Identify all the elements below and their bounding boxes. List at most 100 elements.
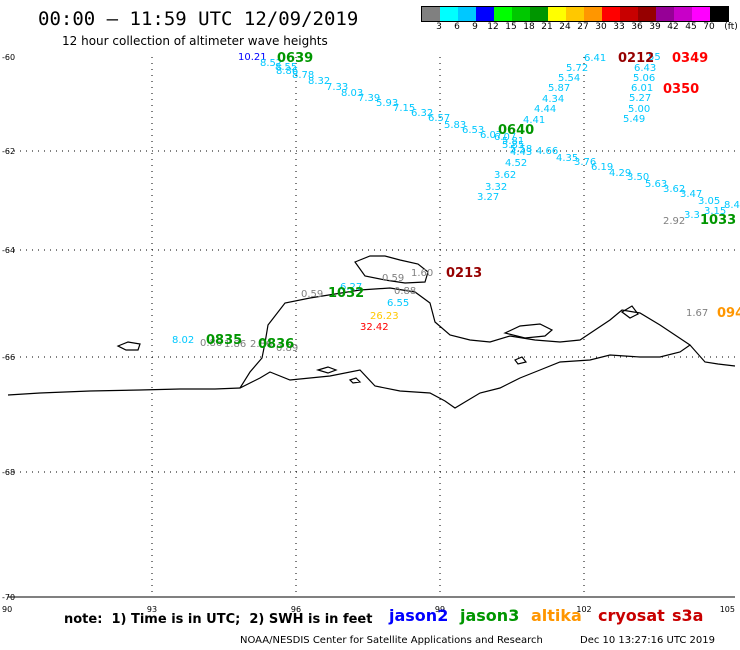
scale-label: 70 (703, 22, 715, 32)
wave-height-label: 6.07 (480, 130, 502, 141)
scale-label: 18 (523, 22, 535, 32)
scale-swatch (548, 7, 566, 21)
scale-swatch (530, 7, 548, 21)
scale-label: 36 (631, 22, 643, 32)
scale-label: 15 (505, 22, 517, 32)
y-tick-label: -62 (2, 147, 15, 156)
scale-swatch (710, 7, 728, 21)
wave-height-label: 0.89 (276, 343, 298, 354)
page-subtitle: 12 hour collection of altimeter wave hei… (62, 34, 328, 48)
scale-label: 12 (487, 22, 499, 32)
scale-label: 9 (472, 22, 478, 32)
y-tick-label: -60 (2, 53, 15, 62)
wave-height-label: 5.81 (502, 136, 524, 147)
wave-height-label: 5.83 (444, 120, 466, 131)
scale-swatch (674, 7, 692, 21)
color-scale-bar (421, 6, 729, 22)
wave-height-label: 3.62 (663, 184, 685, 195)
y-tick-label: -68 (2, 468, 15, 477)
pass-time-labels: 0639 0640 1032 1033 0835 0836 0212 0213 0349 0350… (206, 51, 740, 352)
page-title: 00:00 – 11:59 UTC 12/09/2019 (38, 8, 359, 30)
scale-label: 3 (436, 22, 442, 32)
x-tick-label: 105 (720, 605, 735, 614)
wave-height-label: 3.32 (485, 182, 507, 193)
wave-height-label: 1.67 (686, 308, 708, 319)
scale-label: 6 (454, 22, 460, 32)
pass-time-label: 0212 (618, 51, 654, 66)
wave-height-label: 0.86 (200, 338, 222, 349)
x-tick-label: 96 (291, 605, 301, 614)
wave-height-label: 6.41 (584, 53, 606, 64)
wave-height-label: 8.03 (341, 88, 363, 99)
x-tick-label: 99 (435, 605, 445, 614)
scale-swatch (458, 7, 476, 21)
wave-height-label: 6.53 (462, 125, 484, 136)
legend-s3a: s3a (672, 606, 704, 625)
wave-height-label: 4.35 (556, 153, 578, 164)
y-tick-label: -66 (2, 353, 15, 362)
scale-label: 42 (667, 22, 679, 32)
antarctic-coastline (7, 255, 736, 409)
island-east (503, 323, 554, 339)
wave-height-label: 4.34 (542, 94, 564, 105)
wave-height-label: 0.88 (394, 286, 416, 297)
wave-height-label: 6.19 (591, 162, 613, 173)
wave-height-label: 5.27 (629, 93, 651, 104)
pass-time-label: 0640 (498, 123, 534, 138)
x-tick-label: 102 (576, 605, 591, 614)
axis-ticks: 90 93 96 99 102 105 -60 -62 -64 -66 -68 -70 (2, 53, 735, 614)
wave-height-label: 8.78 (292, 70, 314, 81)
wave-height-label: 4.29 (609, 168, 631, 179)
scale-swatch (494, 7, 512, 21)
wave-height-label: 5.49 (623, 114, 645, 125)
wave-height-label: 6.07 (494, 132, 516, 143)
footer-credit: NOAA/NESDIS Center for Satellite Applica… (240, 635, 543, 646)
wave-height-label: 3.76 (574, 157, 596, 168)
scale-swatch (422, 7, 440, 21)
scale-label: 45 (685, 22, 697, 32)
wave-height-label: 6.57 (428, 113, 450, 124)
ice-shelf-outline (239, 287, 691, 389)
wave-height-label: 1.60 (411, 268, 433, 279)
scale-swatch (476, 7, 494, 21)
scale-swatch (440, 7, 458, 21)
wave-height-label: 5.85 (502, 140, 524, 151)
pass-time-label: 1033 (700, 213, 736, 228)
wave-height-label: 3.47 (680, 189, 702, 200)
scale-label: (ft) (724, 22, 738, 32)
wave-height-label: 5.00 (628, 104, 650, 115)
coastline-main (7, 344, 736, 409)
island-small-3 (348, 377, 362, 384)
wave-height-label: 8.52 (260, 58, 282, 69)
wave-height-label: 7.39 (358, 93, 380, 104)
wave-height-label: 8.86 (276, 66, 298, 77)
wave-height-label: 10.21 (238, 52, 267, 63)
wave-height-label: 3.05 (698, 196, 720, 207)
wave-height-label: 32.42 (360, 322, 389, 333)
wave-height-label: 55 (648, 52, 661, 63)
y-tick-label: -64 (2, 246, 15, 255)
wave-height-readings: 10.218.528.558.868.788.327.338.037.395.9… (172, 52, 740, 354)
island-west (116, 341, 141, 351)
wave-height-label: 7.33 (326, 82, 348, 93)
wave-height-label: 2.86 (250, 339, 272, 350)
pass-time-label: 0350 (663, 82, 699, 97)
island-inner (354, 255, 429, 284)
wave-height-label: 3.3 (684, 210, 700, 221)
y-tick-label: -70 (2, 593, 15, 602)
wave-height-label: 8.02 (172, 335, 194, 346)
legend-altika: altika (531, 606, 582, 625)
wave-height-label: 6.27 (340, 282, 362, 293)
pass-time-label: 1032 (328, 286, 364, 301)
scale-swatch (656, 7, 674, 21)
scale-swatch (638, 7, 656, 21)
wave-height-label: 5.72 (566, 63, 588, 74)
scale-swatch (584, 7, 602, 21)
footer-timestamp: Dec 10 13:27:16 UTC 2019 (580, 635, 715, 646)
wave-height-label: 4.43 (510, 147, 532, 158)
pass-time-label: 0639 (277, 51, 313, 66)
pass-time-label: 0836 (258, 337, 294, 352)
scale-label: 27 (577, 22, 589, 32)
wave-height-label: 5.58 (510, 144, 532, 155)
